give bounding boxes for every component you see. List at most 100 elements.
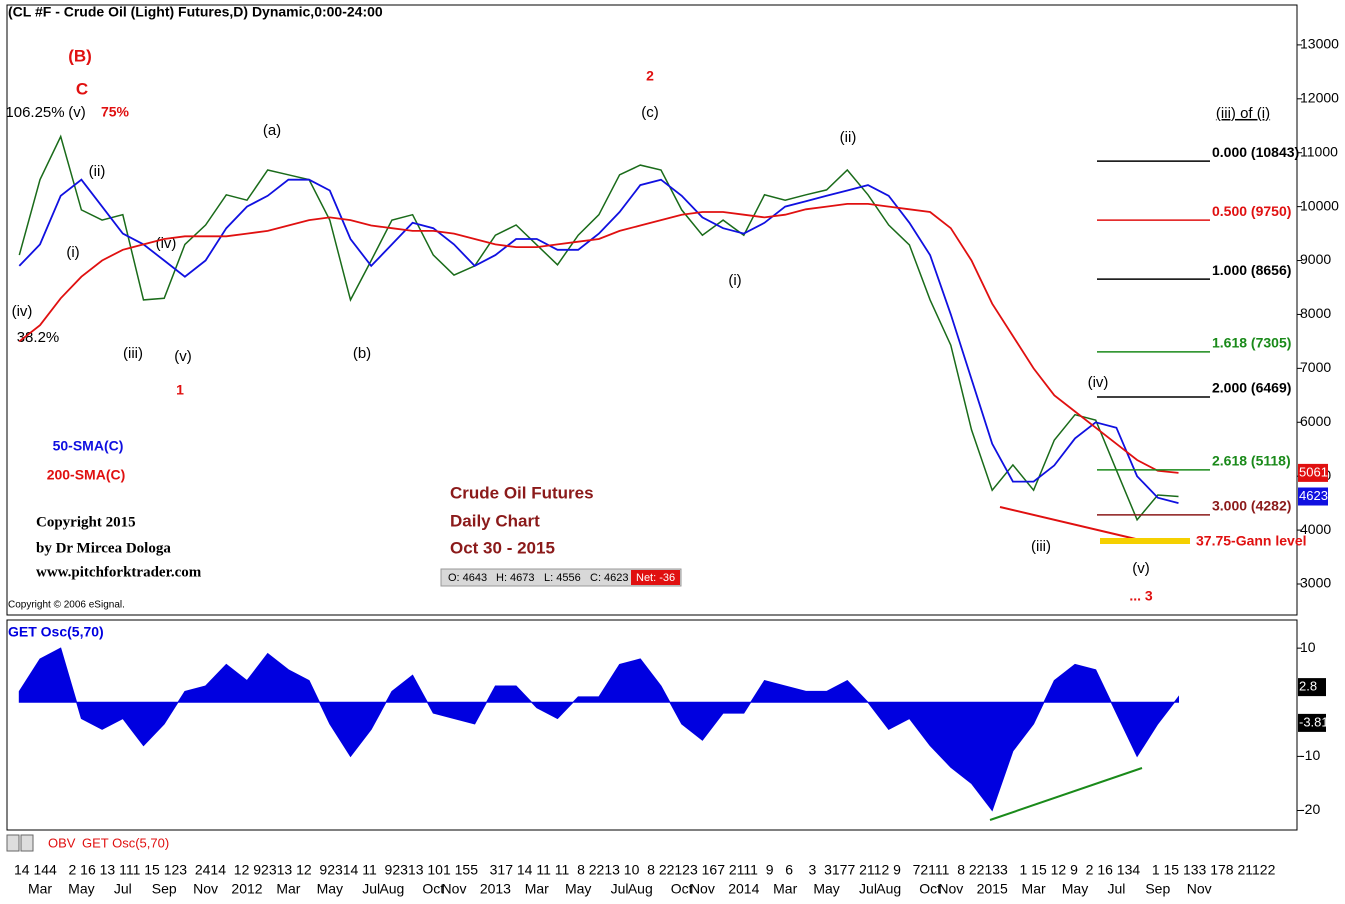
osc-box-label: 2.8 <box>1299 679 1317 694</box>
annotation: (b) <box>353 345 371 362</box>
annotation: Copyright © 2006 eSignal. <box>8 600 125 611</box>
x-tick-label: Sep <box>1145 881 1170 897</box>
y-tick-label: 4000 <box>1300 521 1331 537</box>
y-tick-label: 6000 <box>1300 413 1331 429</box>
oscillator-area <box>18 647 1179 812</box>
x-tick-label: Mar <box>276 881 300 897</box>
tab[interactable]: OBV <box>48 835 76 850</box>
x-tick-label: Nov <box>690 881 715 897</box>
annotation: (c) <box>641 104 659 121</box>
fib-label: 0.000 (10843) <box>1212 144 1299 160</box>
x-tick-label: Oct <box>422 881 444 897</box>
annotations: (B) C 106.25% (v) 75% (ii) (i) (iv) (iv)… <box>5 46 1306 610</box>
fib-label: 2.000 (6469) <box>1212 380 1291 396</box>
fib-label: 1.618 (7305) <box>1212 335 1291 351</box>
annotation: 106.25% <box>5 104 64 121</box>
osc-y-tick-label: -10 <box>1300 747 1320 763</box>
price-box <box>1298 463 1328 482</box>
annotation: (a) <box>263 122 281 139</box>
x-tick-label: Jul <box>859 881 877 897</box>
x-tick-label: Oct <box>671 881 693 897</box>
trend-line <box>999 506 1141 541</box>
osc-box-label: -3.81 <box>1299 714 1329 729</box>
y-tick-label: 13000 <box>1300 36 1339 52</box>
x-tick-label: Mar <box>1022 881 1046 897</box>
ohlc-background <box>440 568 682 587</box>
tab[interactable]: GET Osc(5,70) <box>82 835 169 850</box>
y-tick-label: 9000 <box>1300 251 1331 267</box>
divergence-line <box>989 767 1143 821</box>
annotation: (iii) of (i) <box>1216 105 1270 122</box>
x-tick-label: May <box>68 881 94 897</box>
y-tick-label: 10000 <box>1300 197 1339 213</box>
legend-entry: 200-SMA(C) <box>47 467 126 483</box>
annotation: (v) <box>174 348 192 365</box>
annotation: (ii) <box>840 129 857 146</box>
tab-scroll-left[interactable] <box>6 834 20 852</box>
osc-box <box>1298 713 1326 732</box>
oscillator-title: GET Osc(5,70) <box>8 624 104 640</box>
x-tick-label: May <box>565 881 591 897</box>
x-tick-label: Aug <box>379 881 404 897</box>
annotation: C <box>76 79 88 98</box>
series-line <box>18 134 1179 522</box>
x-tick-label: Oct <box>919 881 941 897</box>
legend: 50-SMA(C) 200-SMA(C) <box>47 438 126 483</box>
annotation: (ii) <box>89 163 106 180</box>
fib-label: 2.618 (5118) <box>1212 453 1291 469</box>
annotation: www.pitchforktrader.com <box>36 564 202 580</box>
x-tick-label: 2015 <box>977 881 1008 897</box>
x-tick-label: 2012 <box>231 881 262 897</box>
annotation: Crude Oil Futures <box>450 483 594 502</box>
annotation: (iii) <box>123 345 143 362</box>
x-tick-label: Mar <box>525 881 549 897</box>
x-tick-label: May <box>317 881 343 897</box>
x-tick-label: Sep <box>152 881 177 897</box>
day-labels: 14 144 2 16 13 111 15 123 2414 12 92313 … <box>14 862 1276 878</box>
osc-y-tick-label: -20 <box>1300 801 1320 817</box>
osc-y-tick-label: 10 <box>1300 639 1316 655</box>
annotation: (iii) <box>1031 538 1051 555</box>
chart-title: (CL #F - Crude Oil (Light) Futures,D) Dy… <box>8 4 383 20</box>
y-tick-label: 12000 <box>1300 90 1339 106</box>
annotation: 75% <box>101 104 130 120</box>
x-tick-label: Aug <box>876 881 901 897</box>
tab-scroll-right[interactable] <box>20 834 34 852</box>
price-pane <box>6 4 1298 616</box>
x-tick-label: Nov <box>1187 881 1212 897</box>
annotation: (iv) <box>1088 374 1109 391</box>
price-box <box>1298 487 1328 506</box>
oscillator-pane <box>6 619 1298 831</box>
annotation: 1 <box>176 382 184 398</box>
fib-label: 1.000 (8656) <box>1212 262 1291 278</box>
annotation: 37.75-Gann level <box>1196 533 1307 549</box>
x-tick-label: 2014 <box>728 881 759 897</box>
annotation: 2 <box>646 68 654 84</box>
annotation: (v) <box>1132 560 1150 577</box>
annotation: 38.2% <box>17 329 60 346</box>
annotation: Copyright 2015 <box>36 514 136 530</box>
net-background <box>631 570 680 585</box>
ohlc-text: C: 4623 <box>590 572 629 584</box>
y-tick-label: 11000 <box>1300 143 1338 159</box>
x-tick-label: Aug <box>628 881 653 897</box>
annotation: by Dr Mircea Dologa <box>36 540 171 556</box>
y-tick-label: 7000 <box>1300 359 1331 375</box>
x-tick-label: Jul <box>362 881 380 897</box>
fib-label: 3.000 (4282) <box>1212 498 1291 514</box>
annotation: Daily Chart <box>450 511 540 530</box>
price-box-label: 5061 <box>1299 464 1328 479</box>
x-tick-label: Nov <box>442 881 467 897</box>
y-tick-label: 8000 <box>1300 305 1331 321</box>
gann-bar <box>1100 538 1190 544</box>
series-line <box>18 203 1179 474</box>
x-tick-label: Jul <box>611 881 629 897</box>
x-tick-label: May <box>1062 881 1088 897</box>
x-tick-label: Nov <box>193 881 218 897</box>
price-box-label: 4623 <box>1299 488 1328 503</box>
fib-label: 0.500 (9750) <box>1212 203 1291 219</box>
ohlc-text: H: 4673 <box>496 572 535 584</box>
osc-box <box>1298 678 1326 697</box>
x-tick-label: Mar <box>773 881 797 897</box>
